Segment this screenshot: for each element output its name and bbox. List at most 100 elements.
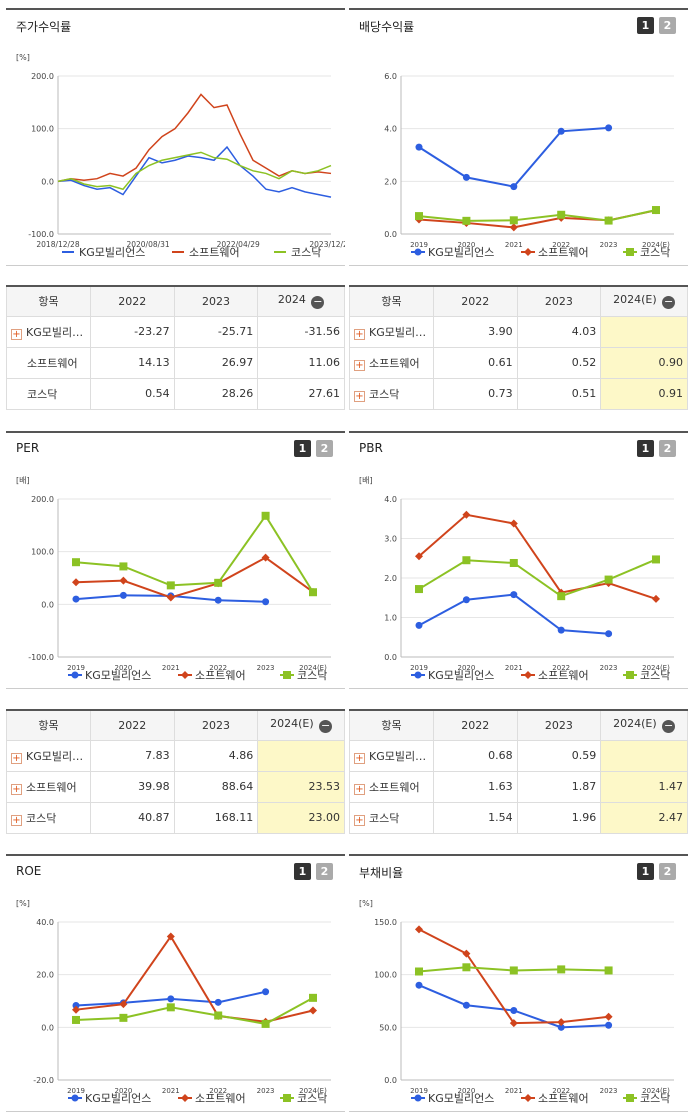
column-header: 항목 [6,286,91,317]
period-1-button[interactable]: 1 [637,440,654,457]
legend-marker-kg [71,1094,79,1102]
data-point-ksq [119,1013,128,1022]
legend-label-ksq: 코스닥 [640,1092,670,1105]
column-header-label: 2022 [118,294,147,308]
row-name-cell: 소프트웨어 [6,346,91,379]
legend-marker-ksq [626,1094,634,1102]
value-cell: 0.51 [516,377,602,410]
debt-ratio-chart: [%] 150.0 100.0 50.0 0.0 2019 2020 2021 2022 2023… [359,899,674,1105]
value-cell: 4.03 [516,315,602,348]
row-name: 코스닥 [27,387,58,401]
value-cell [600,739,688,772]
expand-icon[interactable]: + [354,783,365,795]
column-header-label: 2023 [201,718,230,732]
period-1-button[interactable]: 1 [294,863,311,880]
data-point-ksq [462,216,471,225]
value-cell: 0.91 [600,377,688,410]
table-row: + 소프트웨어 0.61 0.52 0.90 [349,346,688,379]
y-tick-label: 6.0 [384,72,397,81]
column-header-label: 2023 [544,718,573,732]
expand-icon[interactable]: + [11,814,22,826]
period-2-button[interactable]: 2 [659,440,676,457]
y-tick-label: 0.0 [384,230,397,239]
expand-icon[interactable]: + [11,328,22,340]
series-line-kg [418,126,609,188]
expand-icon[interactable]: + [354,752,365,764]
collapse-icon[interactable]: − [662,719,676,734]
legend-marker-kg [71,671,79,679]
column-header-label: 항목 [38,295,59,309]
pbr-table: 항목 2022 2023 2024(E) − + KG모빌리… 0.68 0.59 + 소프트웨어… [349,709,688,834]
y-tick-label: 100.0 [31,125,54,134]
data-point-kg [557,626,565,634]
legend-marker-ksq [626,671,634,679]
collapse-icon[interactable]: − [319,719,333,734]
table-row: + KG모빌리… 7.83 4.86 [6,739,345,772]
table-header-row: 항목 2022 2023 2024(E) − [349,710,688,741]
table-row: + KG모빌리… 3.90 4.03 [349,315,688,348]
legend-label-sw: 소프트웨어 [195,1092,246,1105]
legend-label-kg: KG모빌리언스 [428,669,494,682]
column-header-label: 2024(E) [613,293,657,307]
row-name: KG모빌리… [26,749,84,763]
expand-icon[interactable]: + [11,783,22,795]
y-tick-label: 0.0 [41,177,54,186]
column-header-label: 2024(E) [270,717,314,731]
table-header-row: 항목 2022 2023 2024(E) − [349,286,688,317]
row-name-cell: + 코스닥 [6,801,91,834]
collapse-icon[interactable]: − [311,295,325,310]
data-point-sw [166,593,175,602]
column-header-label: 항목 [381,295,402,309]
y-tick-label: -20.0 [33,1076,54,1085]
data-point-kg [557,127,565,135]
table-row: + 코스닥 1.54 1.96 2.47 [349,801,688,834]
period-1-button[interactable]: 1 [294,440,311,457]
panel-title: 배당수익률 [359,20,415,34]
expand-icon[interactable]: + [354,814,365,826]
x-tick-label: 2022 [209,1087,227,1095]
period-2-button[interactable]: 2 [659,863,676,880]
y-tick-label: 2.0 [384,574,397,583]
column-header-label: 2023 [201,294,230,308]
period-2-button[interactable]: 2 [316,863,333,880]
data-point-sw [604,1012,613,1021]
collapse-icon[interactable]: − [662,295,676,310]
column-header: 항목 [349,286,434,317]
column-header: 2023 [516,286,602,317]
expand-icon[interactable]: + [354,390,365,402]
expand-icon[interactable]: + [354,328,365,340]
x-tick-label: 2022 [209,664,227,672]
legend-marker-kg [414,248,422,256]
column-header: 2024(E) − [600,710,688,741]
row-name: 소프트웨어 [27,356,78,370]
data-point-ksq [509,966,518,975]
x-tick-label: 2020/08/31 [126,240,169,249]
row-name-cell: + 소프트웨어 [6,770,91,803]
table-row: + KG모빌리… 0.68 0.59 [349,739,688,772]
x-tick-label: 2020 [457,1087,475,1095]
column-header: 2022 [432,286,518,317]
legend-marker-kg [414,671,422,679]
table-row: + 코스닥 40.87 168.11 23.00 [6,801,345,834]
legend-marker-ksq [283,1094,291,1102]
x-tick-label: 2024(E) [299,1087,327,1095]
data-point-ksq [166,581,175,590]
data-point-kg [462,1001,470,1009]
expand-icon[interactable]: + [354,359,365,371]
x-tick-label: 2023 [257,1087,275,1095]
period-2-button[interactable]: 2 [659,17,676,34]
legend-marker-sw [181,671,189,679]
data-point-ksq [557,965,566,974]
data-point-sw [72,578,80,587]
data-point-ksq [119,562,128,571]
data-point-sw [309,1006,317,1015]
data-point-ksq [604,966,613,975]
period-2-button[interactable]: 2 [316,440,333,457]
x-tick-label: 2021 [505,1087,523,1095]
period-1-button[interactable]: 1 [637,17,654,34]
period-1-button[interactable]: 1 [637,863,654,880]
panel-title: 주가수익률 [16,20,72,34]
y-tick-label: 0.0 [41,1023,54,1032]
data-point-kg [510,1006,518,1014]
expand-icon[interactable]: + [11,752,22,764]
